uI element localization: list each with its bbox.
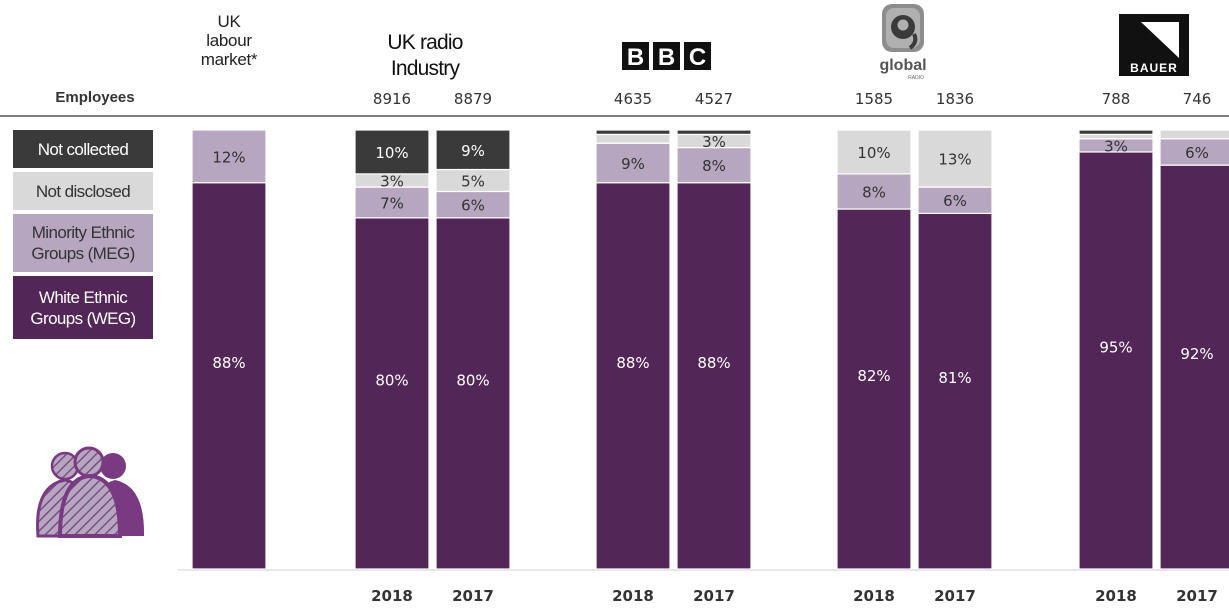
data-label-meg: 8%: [862, 183, 886, 201]
x-tick-year: 2018: [1095, 587, 1137, 605]
bar-segment-meg: [191, 129, 267, 184]
data-label-meg: 12%: [212, 148, 245, 166]
bbc-letter: B: [627, 44, 644, 71]
legend-not-collected-label: Not collected: [37, 139, 129, 159]
data-label-not-disclosed: 3%: [380, 172, 404, 190]
bar-segment-not-disclosed: [836, 129, 912, 175]
bauer-logo-text: BAUER: [1130, 61, 1178, 75]
data-label-meg: 9%: [621, 155, 645, 173]
bar-segment-not-collected: [435, 129, 511, 171]
employee-count: 788: [1102, 90, 1131, 108]
data-label-not-collected: 9%: [461, 142, 485, 160]
uk-radio-industry-title: UK radio Industry: [387, 31, 463, 80]
bar-segment-meg: [676, 146, 752, 184]
data-label-meg: 6%: [461, 197, 485, 215]
x-tick-year: 2018: [612, 587, 654, 605]
data-label-not-collected: 10%: [375, 144, 408, 162]
people-group-icon: [36, 446, 145, 538]
bar-segment-weg: [836, 208, 912, 570]
data-label-weg: 81%: [938, 369, 971, 387]
employees-label: Employees: [55, 89, 135, 106]
bar-segment-meg: [595, 142, 671, 184]
employee-count: 8879: [454, 90, 492, 108]
global-logo-text: global: [879, 57, 926, 74]
data-label-meg: 8%: [702, 157, 726, 175]
bar-segment-not-collected: [354, 129, 430, 175]
legend-not-disclosed: Not disclosed: [13, 172, 153, 210]
bar-segment-weg: [1078, 151, 1154, 570]
legend-meg: Minority Ethnic Groups (MEG): [13, 214, 153, 272]
bar-segment-weg: [1159, 164, 1229, 570]
bar-segment-weg: [676, 182, 752, 570]
data-label-meg: 6%: [1185, 144, 1209, 162]
data-label-not-disclosed: 10%: [857, 144, 890, 162]
data-label-meg: 7%: [380, 194, 404, 212]
global-logo: global RADIO: [879, 4, 927, 81]
employee-count: 4635: [614, 90, 652, 108]
employee-count: 746: [1183, 90, 1212, 108]
bar-segment-meg: [354, 186, 430, 219]
employee-count: 1836: [936, 90, 974, 108]
global-logo-subtext: RADIO: [908, 75, 924, 81]
bar-segment-not-collected: [676, 129, 752, 135]
bar-segment-not-disclosed: [1159, 129, 1229, 140]
legend-meg-label: Minority Ethnic Groups (MEG): [31, 223, 135, 263]
legend-weg-label: White Ethnic Groups (WEG): [30, 287, 136, 328]
uk-labour-market-title: UK labour market*: [200, 12, 258, 69]
data-label-not-disclosed: 3%: [702, 133, 726, 151]
x-tick-year: 2018: [853, 587, 895, 605]
bar-segment-not-disclosed: [917, 129, 993, 188]
data-label-weg: 82%: [857, 367, 890, 385]
data-label-weg: 80%: [456, 371, 489, 389]
bbc-letter: C: [689, 44, 706, 71]
legend-not-disclosed-label: Not disclosed: [35, 181, 131, 201]
data-label-meg: 6%: [943, 192, 967, 210]
legend-not-collected: Not collected: [13, 130, 153, 168]
bar-segment-weg: [191, 182, 267, 570]
data-label-weg: 92%: [1180, 345, 1213, 363]
bbc-letter: B: [658, 44, 675, 71]
data-label-weg: 88%: [212, 354, 245, 372]
x-tick-year: 2017: [452, 587, 494, 605]
employee-count: 1585: [855, 90, 893, 108]
bbc-logo: B B C: [622, 42, 711, 71]
data-label-weg: 88%: [697, 354, 730, 372]
data-label-not-disclosed: 5%: [461, 172, 485, 190]
bar-segment-not-disclosed: [595, 133, 671, 144]
data-label-not-disclosed: 13%: [938, 151, 971, 169]
bar-segment-weg: [354, 217, 430, 570]
employee-count: 4527: [695, 90, 733, 108]
data-label-weg: 80%: [375, 371, 408, 389]
employee-count: 8916: [373, 90, 411, 108]
bar-segment-not-collected: [1078, 129, 1154, 135]
bar-segment-weg: [917, 212, 993, 570]
bar-segment-meg: [435, 190, 511, 219]
data-label-weg: 88%: [616, 354, 649, 372]
bar-segment-not-collected: [595, 129, 671, 135]
bauer-logo: BAUER: [1119, 14, 1189, 76]
bar-segment-weg: [595, 182, 671, 570]
legend-weg: White Ethnic Groups (WEG): [13, 276, 153, 339]
bar-segment-meg: [836, 173, 912, 210]
x-tick-year: 2018: [371, 587, 413, 605]
bar-segment-weg: [435, 217, 511, 570]
x-tick-year: 2017: [1176, 587, 1218, 605]
data-label-meg: 3%: [1104, 137, 1128, 155]
x-tick-year: 2017: [934, 587, 976, 605]
x-tick-year: 2017: [693, 587, 735, 605]
data-label-weg: 95%: [1099, 338, 1132, 356]
